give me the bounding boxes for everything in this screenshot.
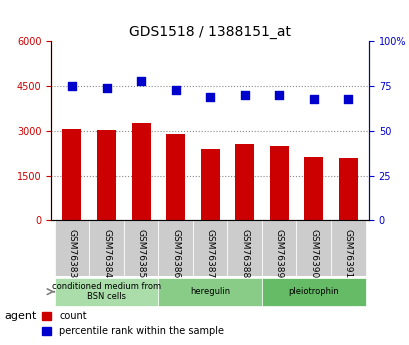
Text: GSM76384: GSM76384 — [102, 229, 111, 278]
Text: GSM76388: GSM76388 — [240, 229, 249, 278]
FancyBboxPatch shape — [54, 220, 89, 276]
Text: GSM76389: GSM76389 — [274, 229, 283, 278]
FancyBboxPatch shape — [54, 278, 158, 306]
Text: GSM76391: GSM76391 — [343, 229, 352, 278]
Title: GDS1518 / 1388151_at: GDS1518 / 1388151_at — [129, 25, 290, 39]
Bar — [303, 157, 322, 220]
Bar — [97, 130, 116, 220]
Point — [344, 96, 351, 101]
FancyBboxPatch shape — [261, 278, 365, 306]
Text: GSM76390: GSM76390 — [308, 229, 317, 278]
Bar — [62, 129, 81, 220]
Text: conditioned medium from
BSN cells: conditioned medium from BSN cells — [52, 282, 161, 302]
Point — [207, 94, 213, 100]
Legend: count, percentile rank within the sample: count, percentile rank within the sample — [38, 307, 227, 340]
Text: GSM76385: GSM76385 — [136, 229, 145, 278]
FancyBboxPatch shape — [227, 220, 261, 276]
Bar — [235, 144, 254, 220]
Point — [172, 87, 178, 92]
Point — [137, 78, 144, 83]
Bar — [200, 149, 219, 220]
Point — [275, 92, 282, 98]
Point — [241, 92, 247, 98]
FancyBboxPatch shape — [261, 220, 296, 276]
FancyBboxPatch shape — [89, 220, 124, 276]
FancyBboxPatch shape — [330, 220, 365, 276]
Point — [103, 85, 110, 91]
Point — [310, 96, 316, 101]
Bar — [131, 124, 150, 220]
Text: GSM76387: GSM76387 — [205, 229, 214, 278]
FancyBboxPatch shape — [124, 220, 158, 276]
Bar — [166, 134, 184, 220]
Bar — [269, 146, 288, 220]
Text: pleiotrophin: pleiotrophin — [288, 287, 338, 296]
FancyBboxPatch shape — [158, 278, 261, 306]
Text: GSM76386: GSM76386 — [171, 229, 180, 278]
FancyBboxPatch shape — [158, 220, 192, 276]
Text: agent: agent — [4, 311, 36, 321]
Bar — [338, 158, 357, 220]
FancyBboxPatch shape — [192, 220, 227, 276]
Text: heregulin: heregulin — [190, 287, 229, 296]
FancyBboxPatch shape — [296, 220, 330, 276]
Point — [69, 83, 75, 89]
Text: GSM76383: GSM76383 — [67, 229, 76, 278]
